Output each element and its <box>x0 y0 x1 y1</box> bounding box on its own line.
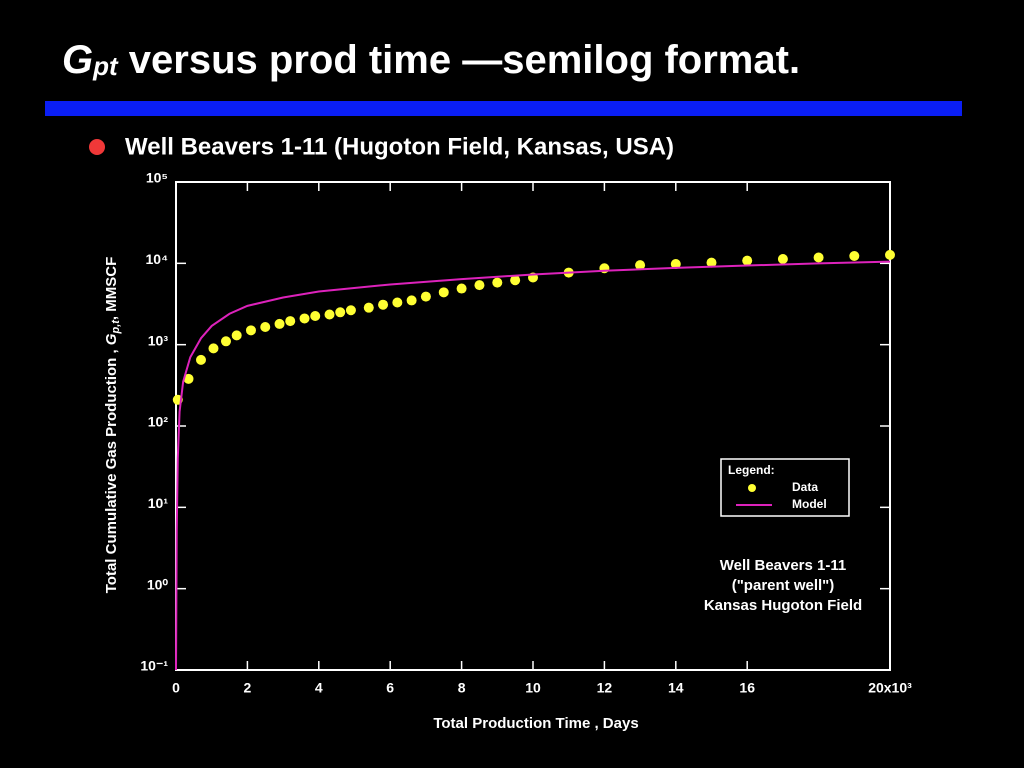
y-label-suffix: , MMSCF <box>103 257 120 320</box>
legend-marker <box>748 484 756 492</box>
x-tick-label: 12 <box>597 680 613 696</box>
data-point <box>324 309 335 320</box>
data-point <box>406 295 417 306</box>
x-tick-label: 8 <box>458 680 466 696</box>
data-point <box>299 313 310 324</box>
title-symbol: G <box>62 38 93 82</box>
y-tick-label: 10² <box>148 414 169 430</box>
y-tick-label: 10⁴ <box>146 251 169 267</box>
data-point <box>335 307 346 318</box>
y-label-subscript: p,t <box>110 319 122 335</box>
x-tick-label: 14 <box>668 680 684 696</box>
data-point <box>195 354 206 365</box>
x-tick-label: 0 <box>172 680 180 696</box>
y-tick-label: 10¹ <box>148 495 169 511</box>
x-tick-label: 16 <box>739 680 755 696</box>
data-point <box>706 257 717 268</box>
data-point <box>260 321 271 332</box>
data-point <box>220 336 231 347</box>
legend-label: Data <box>792 480 818 494</box>
y-tick-label: 10⁵ <box>146 170 168 186</box>
annotation: ("parent well") <box>732 577 835 594</box>
legend-title: Legend: <box>728 463 775 477</box>
data-point <box>510 275 521 286</box>
title-text: versus prod time —semilog format. <box>118 38 800 82</box>
x-tick-label: 2 <box>244 680 252 696</box>
data-point <box>438 287 449 298</box>
data-point <box>392 297 403 308</box>
data-point <box>474 280 485 291</box>
annotation: Kansas Hugoton Field <box>704 597 862 614</box>
x-tick-label: 20x10³ <box>868 680 912 696</box>
data-point <box>285 316 296 327</box>
y-label-prefix: Total Cumulative Gas Production , <box>103 345 120 593</box>
data-point <box>670 259 681 270</box>
y-label-symbol: G <box>103 333 120 345</box>
title-subscript: pt <box>92 51 119 81</box>
y-tick-label: 10³ <box>148 332 169 348</box>
data-point <box>813 252 824 263</box>
data-point <box>635 260 646 271</box>
bullet-dot <box>89 139 105 155</box>
data-point <box>742 255 753 266</box>
data-point <box>420 291 431 302</box>
title-rule <box>45 101 962 116</box>
data-point <box>274 318 285 329</box>
data-point <box>345 305 356 316</box>
x-axis-label: Total Production Time , Days <box>433 715 638 732</box>
x-tick-label: 4 <box>315 680 323 696</box>
data-point <box>378 299 389 310</box>
legend-label: Model <box>792 497 827 511</box>
data-point <box>245 325 256 336</box>
data-point <box>183 373 194 384</box>
data-point <box>208 343 219 354</box>
data-point <box>231 330 242 341</box>
y-tick-label: 10⁰ <box>147 576 169 592</box>
data-point <box>492 277 503 288</box>
legend-box <box>720 458 850 517</box>
data-point <box>777 254 788 265</box>
slide-title: Gpt versus prod time —semilog format. <box>62 38 800 82</box>
annotation: Well Beavers 1-11 <box>720 557 846 574</box>
y-axis-label: Total Cumulative Gas Production , Gp,t, … <box>103 257 122 594</box>
data-point <box>849 251 860 262</box>
y-tick-label: 10⁻¹ <box>140 658 168 674</box>
data-point <box>363 302 374 313</box>
data-point <box>885 249 895 260</box>
data-point <box>310 311 321 322</box>
model-line <box>175 260 891 671</box>
bullet-text: Well Beavers 1-11 (Hugoton Field, Kansas… <box>125 133 674 160</box>
data-point <box>456 283 467 294</box>
x-tick-label: 10 <box>525 680 541 696</box>
x-tick-label: 6 <box>386 680 394 696</box>
